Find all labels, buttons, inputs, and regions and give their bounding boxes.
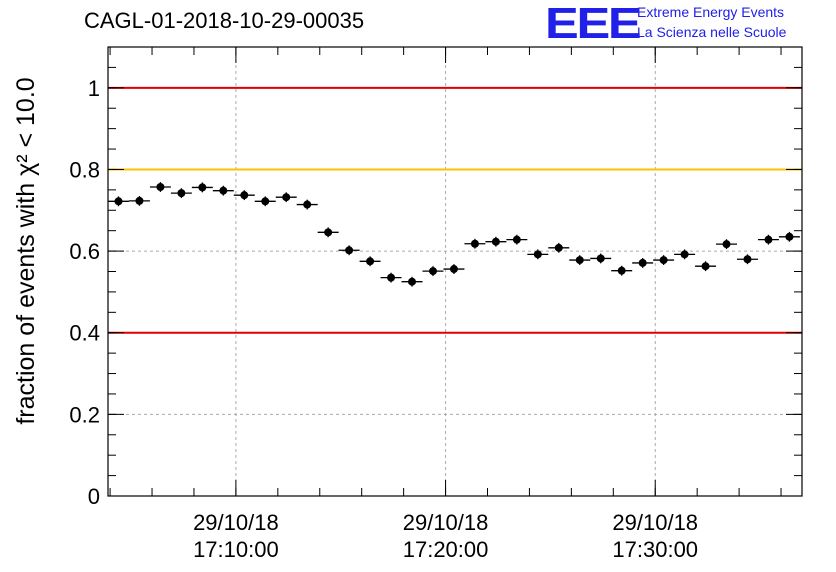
data-point <box>617 266 626 275</box>
data-point <box>282 193 291 202</box>
chart-title: CAGL-01-2018-10-29-00035 <box>84 8 365 33</box>
data-point <box>219 186 228 195</box>
data-point <box>303 200 312 209</box>
logo-caption-line2: La Scienza nelle Scuole <box>637 24 787 40</box>
x-tick-date-label: 29/10/18 <box>612 510 698 535</box>
axis-ticks: 00.20.40.60.8129/10/1817:10:0029/10/1817… <box>69 46 802 562</box>
data-point <box>554 243 563 252</box>
x-tick-time-label: 17:20:00 <box>403 537 489 562</box>
y-tick-label: 0.6 <box>69 239 100 264</box>
data-points <box>108 182 800 287</box>
x-tick-time-label: 17:10:00 <box>193 537 279 562</box>
data-point <box>408 277 417 286</box>
x-tick-date-label: 29/10/18 <box>403 510 489 535</box>
y-tick-label: 1 <box>88 76 100 101</box>
data-point <box>701 262 710 271</box>
eee-logo: EEE <box>545 0 642 48</box>
x-tick-time-label: 17:30:00 <box>612 537 698 562</box>
data-point <box>449 265 458 274</box>
data-point <box>659 256 668 265</box>
y-tick-label: 0 <box>88 484 100 509</box>
data-point <box>575 256 584 265</box>
data-point <box>177 189 186 198</box>
y-axis-label: fraction of events with χ² < 10.0 <box>12 77 40 424</box>
data-point <box>428 267 437 276</box>
data-point <box>764 235 773 244</box>
x-tick-date-label: 29/10/18 <box>193 510 279 535</box>
logo-caption-line1: Extreme Energy Events <box>637 4 785 20</box>
data-point <box>533 250 542 259</box>
y-tick-label: 0.4 <box>69 321 100 346</box>
data-point <box>261 197 270 206</box>
data-point <box>638 258 647 267</box>
data-point <box>596 254 605 263</box>
data-point <box>366 257 375 266</box>
data-point <box>470 239 479 248</box>
data-point <box>387 273 396 282</box>
data-point <box>324 228 333 237</box>
data-point <box>680 250 689 259</box>
data-point <box>491 237 500 246</box>
data-point <box>512 235 521 244</box>
data-point <box>743 255 752 264</box>
data-point <box>345 246 354 255</box>
data-point <box>785 232 794 241</box>
data-point <box>198 183 207 192</box>
data-point <box>240 191 249 200</box>
data-point <box>135 196 144 205</box>
reference-lines <box>108 86 802 334</box>
data-point <box>114 197 123 206</box>
y-tick-label: 0.2 <box>69 402 100 427</box>
y-tick-label: 0.8 <box>69 157 100 182</box>
data-point <box>722 240 731 249</box>
data-point <box>156 183 165 192</box>
